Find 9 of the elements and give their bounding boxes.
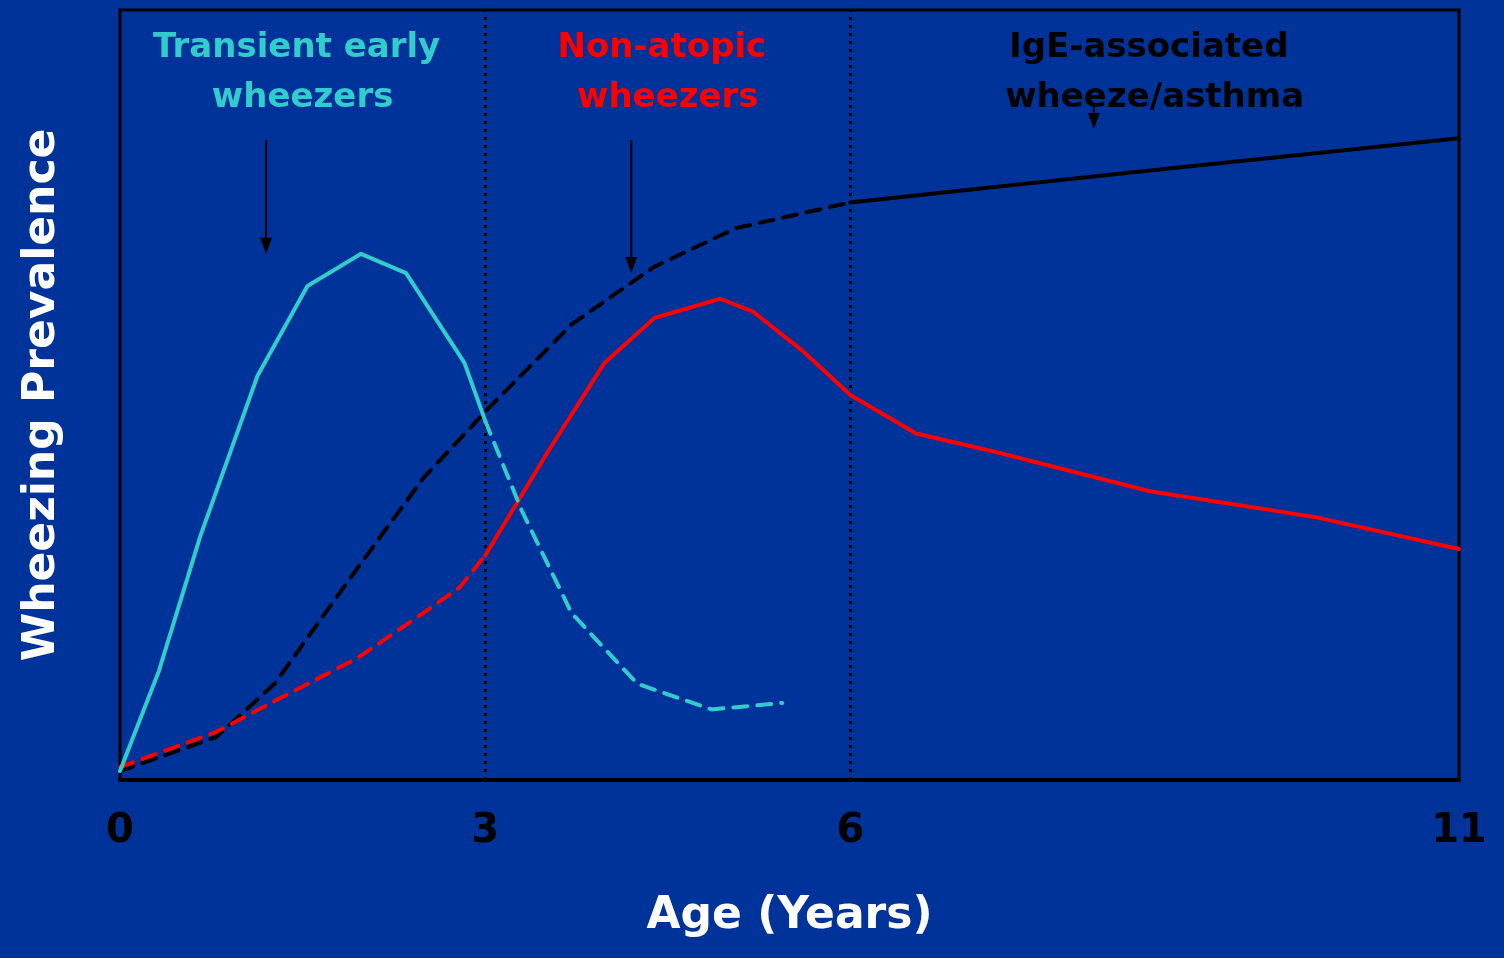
text: Non-atopic wheezers <box>557 25 779 115</box>
x-tick-label: 11 <box>1431 805 1487 851</box>
x-axis-title: Age (Years) <box>646 886 933 938</box>
y-axis-title: Wheezing Prevalence <box>12 128 64 662</box>
text: Transient early wheezers <box>153 25 453 115</box>
x-tick-label: 0 <box>106 805 134 851</box>
x-tick-label: 6 <box>836 805 865 851</box>
series-label: IgE-associated wheeze/asthma <box>1005 25 1305 115</box>
x-tick-label: 3 <box>471 805 500 851</box>
